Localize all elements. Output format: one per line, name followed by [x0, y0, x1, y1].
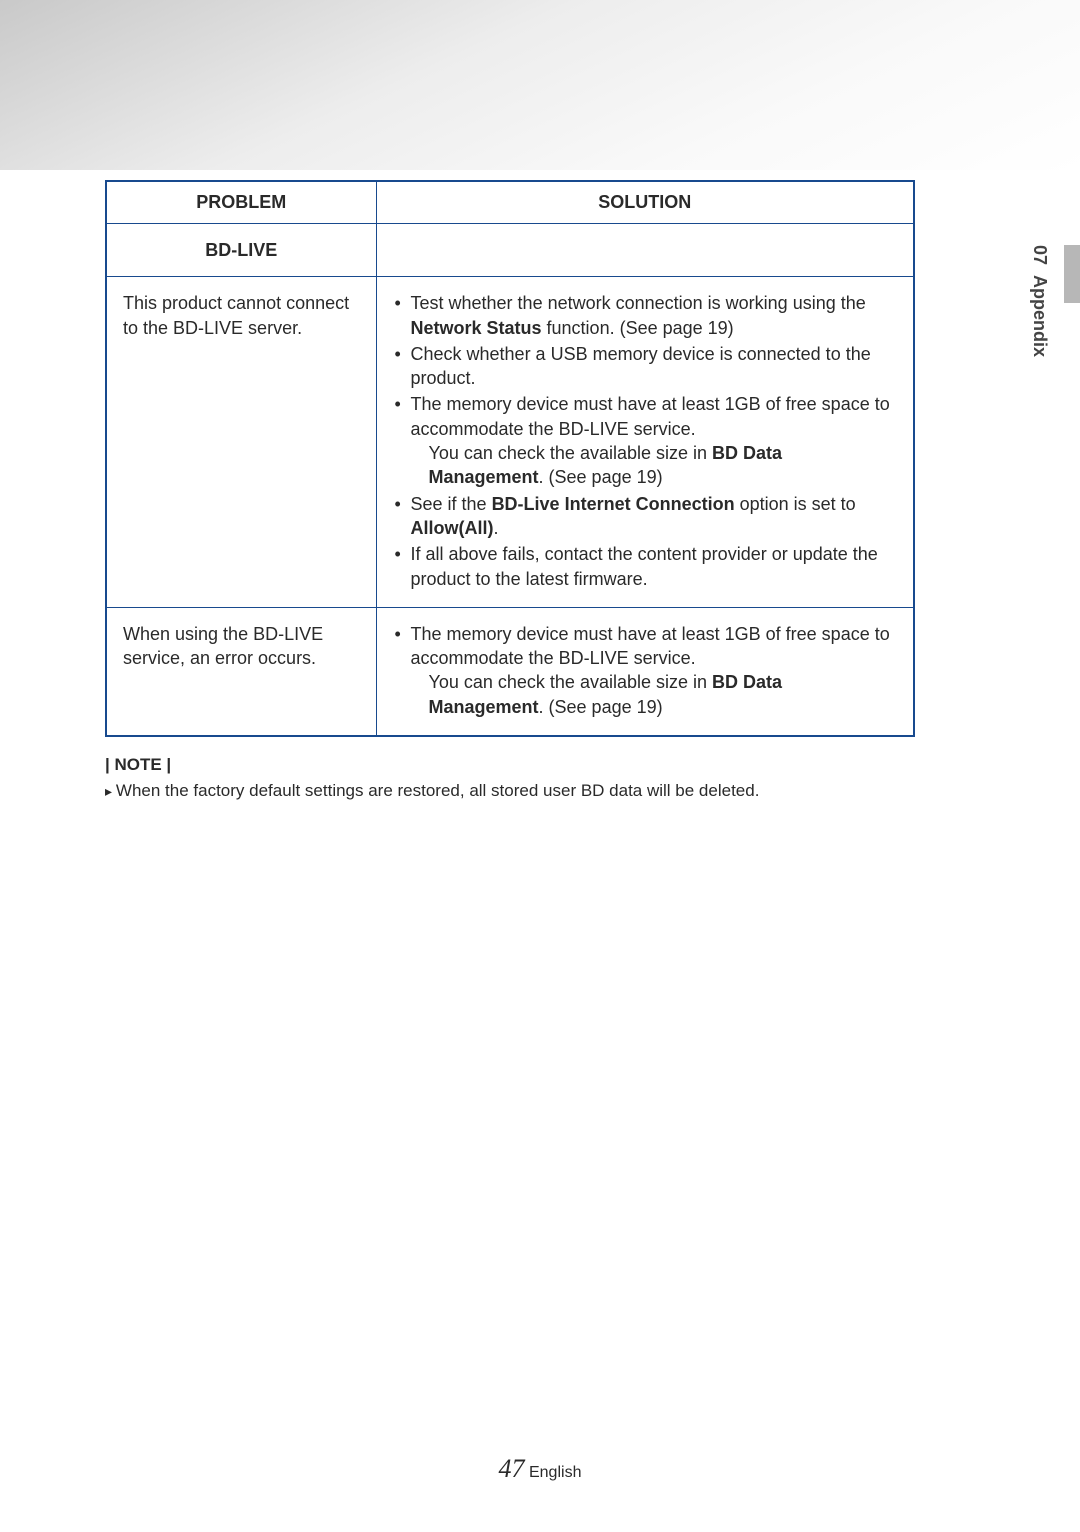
- section-empty: [376, 224, 914, 277]
- problem-cell: This product cannot connect to the BD-LI…: [106, 277, 376, 608]
- subline: You can check the available size in BD D…: [411, 441, 898, 490]
- bold-text: Allow(All): [411, 518, 494, 538]
- header-problem: PROBLEM: [106, 181, 376, 224]
- subline: You can check the available size in BD D…: [411, 670, 898, 719]
- text: See if the: [411, 494, 492, 514]
- problem-cell: When using the BD-LIVE service, an error…: [106, 607, 376, 736]
- page-footer: 47 English: [0, 1454, 1080, 1484]
- troubleshooting-table: PROBLEM SOLUTION BD-LIVE This product ca…: [105, 180, 915, 737]
- list-item: Test whether the network connection is w…: [393, 291, 898, 340]
- text: option is set to: [735, 494, 856, 514]
- list-item: The memory device must have at least 1GB…: [393, 392, 898, 489]
- side-tab: [1064, 245, 1080, 303]
- text: . (See page 19): [539, 697, 663, 717]
- note-label: | NOTE |: [105, 755, 915, 775]
- page-gradient: [0, 0, 1080, 170]
- solution-cell: The memory device must have at least 1GB…: [376, 607, 914, 736]
- text: You can check the available size in: [429, 443, 713, 463]
- text: . (See page 19): [539, 467, 663, 487]
- text: Test whether the network connection is w…: [411, 293, 866, 313]
- list-item: If all above fails, contact the content …: [393, 542, 898, 591]
- solution-list: The memory device must have at least 1GB…: [393, 622, 898, 719]
- text: You can check the available size in: [429, 672, 713, 692]
- side-chapter-num: 07: [1030, 245, 1050, 265]
- list-item: The memory device must have at least 1GB…: [393, 622, 898, 719]
- table-section-row: BD-LIVE: [106, 224, 914, 277]
- bold-text: BD-Live Internet Connection: [492, 494, 735, 514]
- note-block: | NOTE | When the factory default settin…: [105, 755, 915, 801]
- list-item: Check whether a USB memory device is con…: [393, 342, 898, 391]
- note-text: When the factory default settings are re…: [105, 781, 915, 801]
- header-solution: SOLUTION: [376, 181, 914, 224]
- text: .: [494, 518, 499, 538]
- solution-cell: Test whether the network connection is w…: [376, 277, 914, 608]
- side-chapter-label: 07 Appendix: [1029, 245, 1050, 357]
- main-content: PROBLEM SOLUTION BD-LIVE This product ca…: [105, 180, 915, 801]
- table-header-row: PROBLEM SOLUTION: [106, 181, 914, 224]
- page-number: 47: [499, 1454, 525, 1483]
- table-row: When using the BD-LIVE service, an error…: [106, 607, 914, 736]
- page-language: English: [529, 1464, 581, 1481]
- section-bd-live: BD-LIVE: [106, 224, 376, 277]
- solution-list: Test whether the network connection is w…: [393, 291, 898, 591]
- table-row: This product cannot connect to the BD-LI…: [106, 277, 914, 608]
- list-item: See if the BD-Live Internet Connection o…: [393, 492, 898, 541]
- text: function. (See page 19): [542, 318, 734, 338]
- side-chapter-name: Appendix: [1030, 275, 1050, 357]
- text: The memory device must have at least 1GB…: [411, 394, 890, 438]
- text: The memory device must have at least 1GB…: [411, 624, 890, 668]
- bold-text: Network Status: [411, 318, 542, 338]
